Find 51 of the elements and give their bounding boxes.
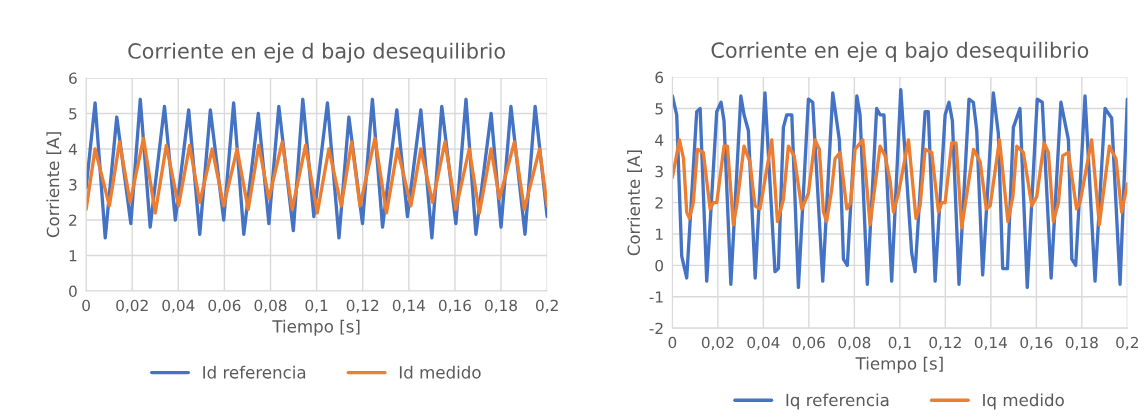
x-tick-label: 0,04: [162, 299, 195, 313]
y-tick-label: 4: [68, 143, 77, 155]
legend-label: Id medido: [399, 365, 481, 379]
x-tick-label: 0,18: [485, 299, 517, 313]
line-series: [672, 138, 1128, 230]
chart-title: Corriente en eje q bajo desequilibrio: [711, 41, 1089, 63]
x-tick-label: 0,2: [1116, 336, 1138, 350]
x-tick-label: 0,08: [838, 336, 871, 350]
y-tick-label: 6: [69, 72, 77, 84]
x-tick-label: 0,12: [346, 299, 379, 313]
y-tick-label: 1: [656, 228, 663, 240]
x-tick-label: 0,08: [254, 299, 287, 313]
y-tick-label: 0: [69, 285, 77, 298]
x-axis-title: Tiempo [s]: [272, 319, 360, 336]
x-tick-label: 0: [82, 299, 90, 312]
legend-label: Id referencia: [203, 365, 306, 379]
x-tick-label: 0,06: [208, 299, 241, 313]
y-tick-label: 4: [655, 134, 664, 146]
y-tick-label: 1: [69, 250, 77, 262]
x-tick-label: 0: [668, 336, 677, 349]
y-tick-label: 3: [655, 165, 663, 178]
y-tick-label: 6: [655, 71, 664, 84]
chart-title: Corriente en eje d bajo desequilibrio: [128, 42, 505, 63]
x-tick-label: 0,2: [536, 299, 558, 313]
x-tick-label: 0,12: [929, 336, 961, 350]
line-series: [672, 88, 1128, 290]
y-tick-label: 2: [69, 214, 77, 226]
x-tick-label: 0,16: [1020, 336, 1053, 350]
x-tick-label: 0,04: [747, 336, 780, 350]
y-tick-label: 0: [655, 259, 664, 272]
x-tick-label: 0,14: [974, 336, 1007, 350]
x-tick-label: 0,02: [701, 336, 734, 350]
x-tick-label: 0,1: [305, 299, 328, 313]
x-tick-label: 0,18: [1065, 336, 1098, 350]
legend-label: Iq referencia: [786, 393, 889, 410]
x-axis-title: Tiempo [s]: [855, 356, 943, 373]
y-axis-title: Corriente [A]: [627, 150, 642, 256]
x-tick-label: 0,02: [116, 299, 148, 313]
x-tick-label: 0,06: [792, 336, 825, 350]
line-series: [86, 136, 548, 215]
y-tick-label: 5: [655, 103, 663, 115]
y-tick-label: 5: [69, 108, 77, 120]
y-tick-label: 3: [69, 178, 77, 191]
legend-label: Iq medido: [983, 393, 1064, 410]
y-tick-label: -2: [649, 322, 663, 334]
x-tick-label: 0,14: [392, 299, 425, 313]
x-tick-label: 0,1: [888, 336, 911, 350]
y-tick-label: -1: [649, 291, 663, 303]
y-tick-label: 2: [655, 197, 663, 209]
x-tick-label: 0,16: [438, 299, 471, 313]
y-axis-title: Corriente [A]: [46, 132, 62, 238]
